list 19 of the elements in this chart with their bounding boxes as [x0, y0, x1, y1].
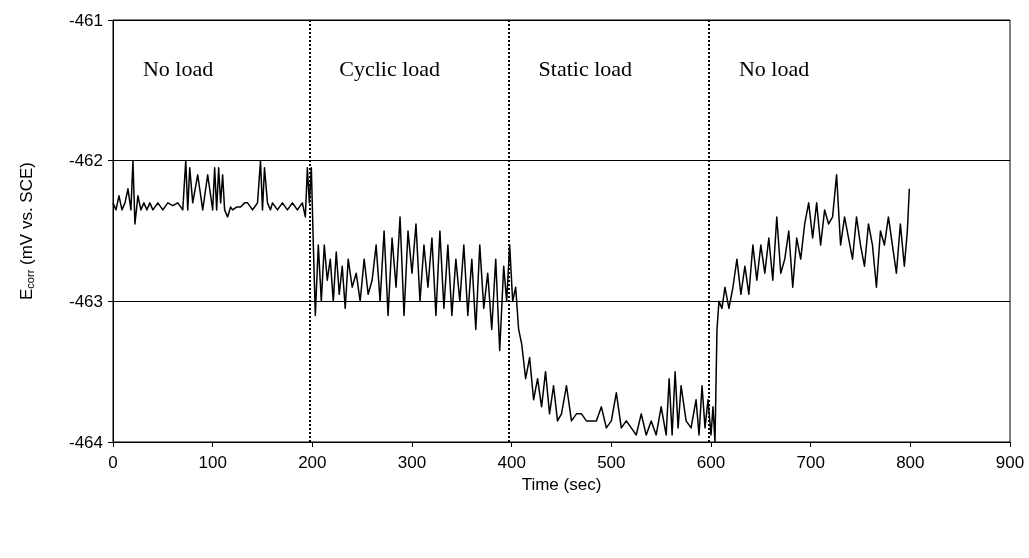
x-tick-label: 300	[397, 453, 427, 472]
x-tick-label: 800	[896, 453, 925, 472]
x-tick-label: 400	[497, 453, 526, 472]
x-tick-label: 200	[298, 453, 327, 472]
y-tick-label: -462	[68, 151, 103, 171]
y-tick-label: -463	[68, 291, 103, 311]
x-tick-label: 700	[796, 453, 825, 472]
annotation: No load	[738, 55, 810, 81]
y-tick-label: -461	[68, 10, 103, 30]
annotation: No load	[142, 55, 214, 81]
x-tick-label: 100	[198, 453, 227, 472]
x-tick-label: 600	[696, 453, 726, 472]
x-tick-label: 500	[597, 453, 626, 472]
x-tick-label: 0	[108, 453, 118, 472]
annotation: Cyclic load	[339, 55, 441, 81]
x-tick-label: 900	[995, 453, 1025, 472]
annotation: Static load	[538, 55, 633, 81]
y-tick-label: -464	[68, 432, 103, 452]
x-axis-title: Time (sec)	[521, 475, 602, 494]
